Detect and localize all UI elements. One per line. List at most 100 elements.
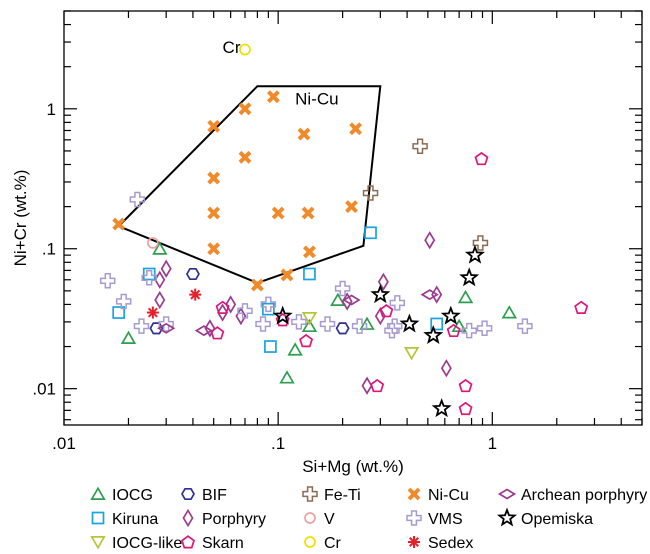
point-skarn xyxy=(215,300,230,314)
series-cr xyxy=(239,43,251,56)
x-tick-label: .01 xyxy=(52,434,76,453)
point-ni-cu xyxy=(112,217,126,231)
point-bif xyxy=(335,322,350,335)
legend-item-ni-cu: Ni-Cu xyxy=(407,487,469,504)
ni-cu-field-polygon xyxy=(116,85,382,284)
legend-marker-fe-ti xyxy=(302,486,318,502)
legend-label: Ni-Cu xyxy=(428,487,469,504)
point-ni-cu xyxy=(238,102,252,116)
point-skarn xyxy=(370,378,385,393)
x-tick-label: 1 xyxy=(488,434,497,453)
x-tick-label: .1 xyxy=(271,434,285,453)
legend-item-sedex: Sedex xyxy=(408,535,473,552)
annotation-ni-cu: Ni-Cu xyxy=(295,90,338,109)
point-vms xyxy=(461,322,477,339)
point-skarn xyxy=(574,300,589,314)
series-archean-porphyry xyxy=(157,289,439,337)
point-vms xyxy=(129,191,146,208)
legend-item-vms: VMS xyxy=(406,510,463,528)
point-archean-porphyry xyxy=(194,325,214,337)
point-opemiska xyxy=(423,324,444,344)
point-iocg xyxy=(287,342,303,356)
point-opemiska xyxy=(459,267,480,287)
point-skarn xyxy=(275,313,290,327)
point-skarn xyxy=(446,323,461,338)
point-porphyry xyxy=(374,306,386,326)
series-skarn xyxy=(210,151,589,416)
point-fe-ti xyxy=(472,235,489,251)
legend-marker-kiruna xyxy=(91,511,105,525)
point-ni-cu xyxy=(238,150,252,164)
legend-label: IOCG-like xyxy=(112,535,182,552)
point-vms xyxy=(389,295,406,311)
point-archean-porphyry xyxy=(420,289,439,301)
point-kiruna xyxy=(142,267,156,281)
point-sedex xyxy=(146,306,159,319)
point-ni-cu xyxy=(207,206,221,220)
y-tick-label: .1 xyxy=(42,240,56,259)
point-v xyxy=(147,237,159,249)
point-porphyry xyxy=(424,231,436,250)
point-kiruna xyxy=(112,306,126,319)
point-iocg xyxy=(330,292,346,306)
y-axis-title: Ni+Cr (wt.%) xyxy=(11,170,30,267)
legend-marker-opemiska xyxy=(496,507,518,527)
legend-marker-skarn xyxy=(181,535,195,549)
legend-label: IOCG xyxy=(112,487,153,504)
point-porphyry xyxy=(204,319,216,338)
point-vms xyxy=(291,314,307,330)
point-iocg xyxy=(120,330,137,344)
legend-item-kiruna: Kiruna xyxy=(91,511,158,528)
point-skarn xyxy=(379,303,394,318)
legend-label: Opemiska xyxy=(521,511,593,528)
legend-marker-porphyry xyxy=(182,508,194,528)
legend-marker-ni-cu xyxy=(407,487,421,501)
point-porphyry xyxy=(217,303,229,322)
series-vms xyxy=(99,191,533,339)
point-ni-cu xyxy=(345,200,358,214)
point-iocg-like xyxy=(403,347,420,361)
legend-label: VMS xyxy=(428,511,463,528)
point-cr xyxy=(239,43,251,56)
series-opemiska xyxy=(272,244,485,418)
plot-frame xyxy=(63,10,643,426)
point-kiruna xyxy=(264,340,277,353)
point-porphyry xyxy=(361,376,373,395)
point-iocg-like xyxy=(301,312,318,326)
point-vms xyxy=(517,318,533,334)
legend-marker-sedex xyxy=(408,536,420,548)
point-vms xyxy=(384,322,400,339)
point-skarn xyxy=(458,378,473,393)
legend-label: BIF xyxy=(202,487,227,504)
legend-item-porphyry: Porphyry xyxy=(182,508,266,528)
point-ni-cu xyxy=(271,206,285,220)
point-iocg xyxy=(279,370,295,384)
legend-label: V xyxy=(324,511,335,528)
legend-marker-cr xyxy=(304,536,316,548)
legend-item-iocg: IOCG xyxy=(90,486,153,504)
point-vms xyxy=(255,316,271,332)
point-opemiska xyxy=(464,244,485,264)
point-bif xyxy=(149,322,164,335)
point-opemiska xyxy=(272,305,293,325)
point-vms xyxy=(476,320,493,337)
series-v xyxy=(147,237,159,249)
series-ni-cu xyxy=(112,90,363,292)
point-skarn xyxy=(458,401,473,416)
point-vms xyxy=(141,270,157,286)
legend-label: Archean porphyry xyxy=(521,487,647,504)
point-iocg xyxy=(152,241,168,255)
legend-marker-archean-porphyry xyxy=(497,488,517,500)
series-sedex xyxy=(146,288,202,319)
point-vms xyxy=(133,318,150,334)
point-vms xyxy=(260,296,277,313)
point-vms xyxy=(334,280,351,297)
point-fe-ti xyxy=(362,185,379,201)
point-ni-cu xyxy=(207,242,221,256)
point-archean-porphyry xyxy=(157,322,176,334)
point-sedex xyxy=(189,288,202,301)
point-kiruna xyxy=(303,267,316,281)
legend-label: Sedex xyxy=(428,535,473,552)
legend-label: Fe-Ti xyxy=(324,487,361,504)
point-ni-cu xyxy=(266,90,280,104)
